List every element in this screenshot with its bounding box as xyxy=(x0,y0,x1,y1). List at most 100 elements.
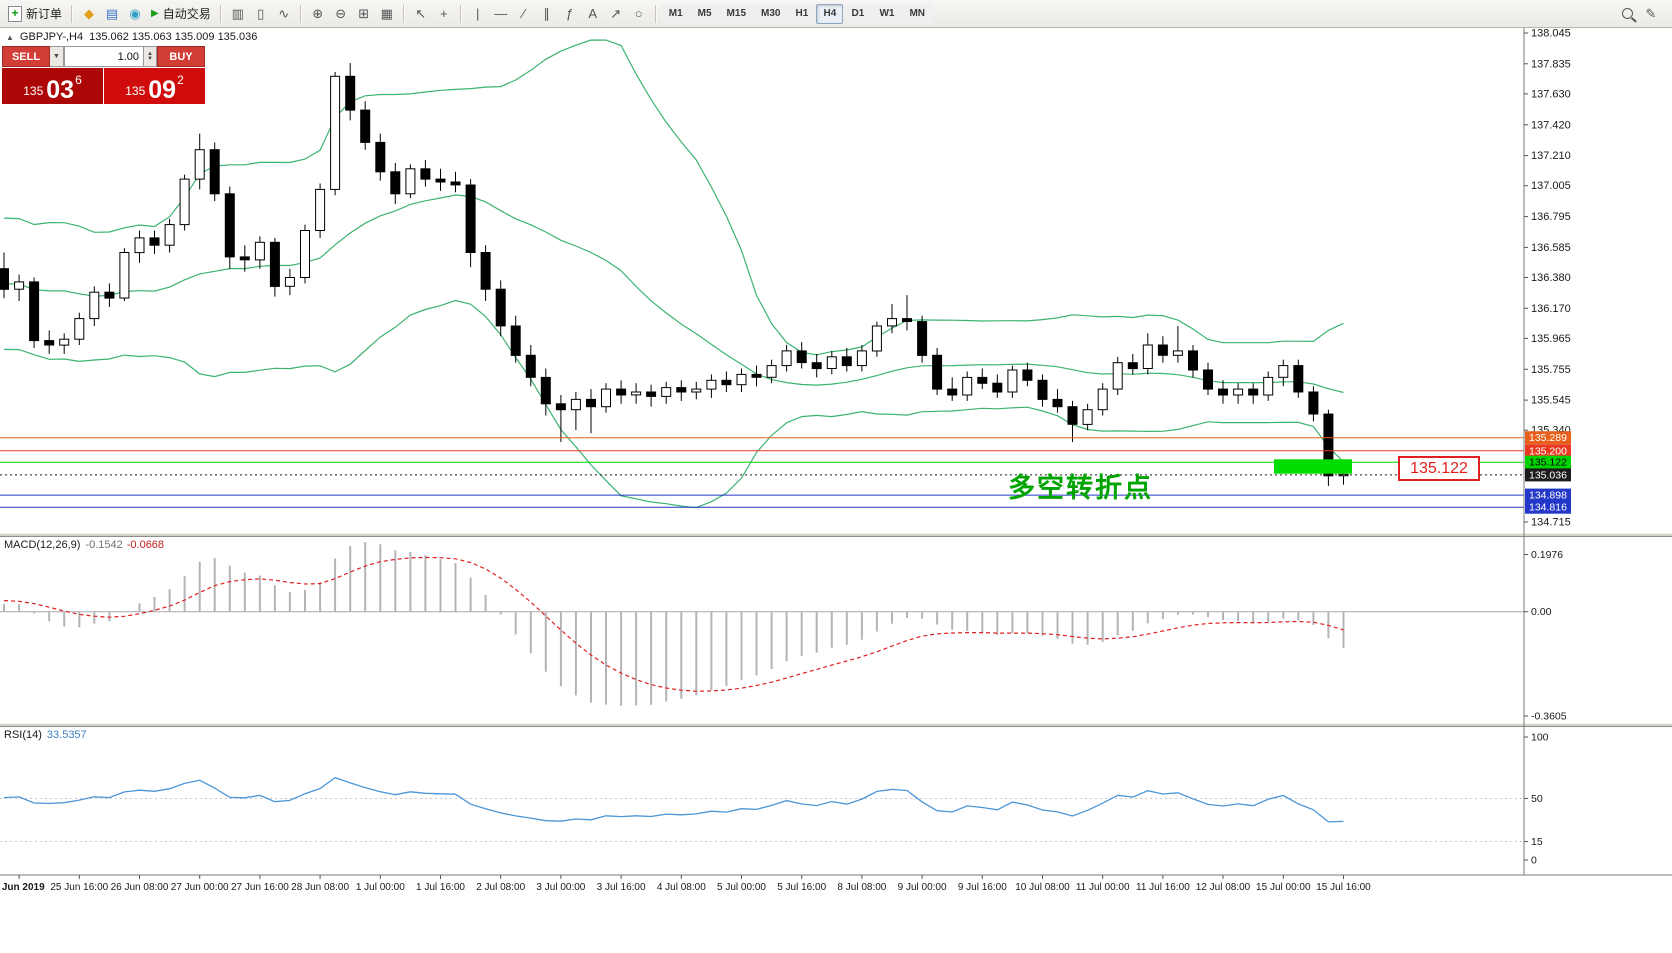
sell-price-prefix: 135 xyxy=(23,84,44,98)
timeframe-h1-button[interactable]: H1 xyxy=(788,3,816,24)
horizontal-line-button[interactable]: — xyxy=(490,3,512,25)
buy-price-button[interactable]: 135 09 2 xyxy=(104,68,205,104)
time-axis-label: 15 Jul 00:00 xyxy=(1256,882,1311,893)
trendline-button[interactable]: ∕ xyxy=(513,3,535,25)
toolbar-separator xyxy=(654,4,657,23)
one-click-toggle-icon[interactable]: ▲ xyxy=(6,32,14,42)
time-axis-label: 25 Jun 16:00 xyxy=(50,882,108,893)
price-axis-label: 136.795 xyxy=(1531,211,1571,223)
candlestick-chart-button[interactable]: ▯ xyxy=(250,3,272,25)
time-axis-label: 27 Jun 00:00 xyxy=(171,882,229,893)
grid-icon: ⊞ xyxy=(358,6,370,21)
timeframe-m1-button[interactable]: M1 xyxy=(661,3,690,24)
channel-button[interactable]: ∥ xyxy=(536,3,558,25)
candlestick-chart-icon: ▯ xyxy=(257,6,265,21)
timeframe-m30-button[interactable]: M30 xyxy=(754,3,788,24)
price-level-badge xyxy=(1525,500,1571,514)
timeframe-w1-button[interactable]: W1 xyxy=(872,3,902,24)
metaeditor-button[interactable]: ◆ xyxy=(78,3,100,25)
new-order-button[interactable]: + 新订单 xyxy=(4,3,66,25)
volume-dropdown-button[interactable]: ▼ xyxy=(50,46,64,67)
sell-price-button[interactable]: 135 03 6 xyxy=(2,68,103,104)
time-axis-label: 11 Jul 00:00 xyxy=(1076,882,1130,893)
vertical-line-button[interactable]: | xyxy=(467,3,489,25)
time-axis-label: 27 Jun 16:00 xyxy=(231,882,289,893)
svg-text:134.898: 134.898 xyxy=(1529,490,1567,502)
time-axis-label: 1 Jul 00:00 xyxy=(356,882,405,893)
arrow-tool-icon: ↗ xyxy=(610,6,622,21)
zoom-out-button[interactable]: ⊖ xyxy=(330,3,352,25)
price-level-badge xyxy=(1525,444,1571,458)
price-tag-label[interactable]: 135.122 xyxy=(1398,456,1480,481)
time-axis-label: 1 Jul 16:00 xyxy=(416,882,465,893)
tile-windows-button[interactable]: ▦ xyxy=(376,3,398,25)
sell-button[interactable]: SELL xyxy=(2,46,50,67)
buy-price-sup: 2 xyxy=(177,73,184,87)
quick-edit-button[interactable]: ✎ xyxy=(1640,3,1662,25)
metaeditor-icon: ◆ xyxy=(84,6,95,21)
macd-main-value: -0.1542 xyxy=(85,539,123,551)
macd-indicator-label: MACD(12,26,9) -0.1542 -0.0668 xyxy=(4,539,164,551)
fibonacci-button[interactable]: ƒ xyxy=(559,3,581,25)
price-axis-label: 134.715 xyxy=(1531,517,1571,529)
toolbar-separator xyxy=(71,4,74,23)
horizontal-line-icon: — xyxy=(494,6,508,21)
timeframe-d1-button[interactable]: D1 xyxy=(844,3,872,24)
toolbar-right-group: ✎ xyxy=(1616,3,1662,25)
toolbar-group-chart-tools: ▥ ▯ ∿ ⊕ ⊖ ⊞ ▦ ↖ + | — ∕ ∥ ƒ A ↗ ○ xyxy=(227,3,650,25)
auto-trading-label: 自动交易 xyxy=(162,7,211,21)
buy-price-prefix: 135 xyxy=(125,84,146,98)
price-axis-label: 138.045 xyxy=(1531,28,1571,40)
price-chart[interactable]: 138.045 137.835 137.630 137.420 137.210 137.0… xyxy=(0,28,1672,953)
arrow-tool-button[interactable]: ↗ xyxy=(605,3,627,25)
grid-button[interactable]: ⊞ xyxy=(353,3,375,25)
price-axis-label: 135.545 xyxy=(1531,395,1571,407)
timeframe-mn-button[interactable]: MN xyxy=(902,3,933,24)
buy-price-big: 09 xyxy=(148,75,177,104)
volume-input[interactable]: 1.00 xyxy=(64,46,144,67)
volume-spinner[interactable]: ▲ ▼ xyxy=(144,46,157,67)
turning-point-annotation[interactable]: 多空转折点 xyxy=(1008,473,1153,503)
rsi-panel xyxy=(0,776,1524,842)
panel-separator[interactable] xyxy=(0,533,1672,537)
candles xyxy=(0,63,1349,486)
timeframe-group: M1 M5 M15 M30 H1 H4 D1 W1 MN xyxy=(661,3,933,24)
trendline-icon: ∕ xyxy=(522,6,525,21)
new-order-icon: + xyxy=(8,5,22,22)
crosshair-button[interactable]: + xyxy=(433,3,455,25)
svg-text:135.200: 135.200 xyxy=(1529,445,1567,457)
timeframe-m15-button[interactable]: M15 xyxy=(719,3,753,24)
price-level-lines[interactable] xyxy=(0,437,1524,508)
shapes-button[interactable]: ○ xyxy=(628,3,650,25)
timeframe-h4-button[interactable]: H4 xyxy=(816,3,844,24)
buy-button[interactable]: BUY xyxy=(157,46,205,67)
time-axis-label: 15 Jul 16:00 xyxy=(1316,882,1371,893)
support-zone-highlight[interactable] xyxy=(1274,459,1352,474)
search-button[interactable] xyxy=(1616,3,1638,25)
price-axis[interactable]: 138.045 137.835 137.630 137.420 137.210 137.0… xyxy=(1523,28,1571,875)
text-tool-button[interactable]: A xyxy=(582,3,604,25)
spinner-up-icon[interactable]: ▲ xyxy=(147,50,153,57)
rsi-indicator-label: RSI(14) 33.5357 xyxy=(4,729,87,741)
spinner-down-icon[interactable]: ▼ xyxy=(147,55,153,62)
sell-price-big: 03 xyxy=(46,75,75,104)
line-chart-button[interactable]: ∿ xyxy=(273,3,295,25)
bar-chart-button[interactable]: ▥ xyxy=(227,3,249,25)
market-button[interactable]: ▤ xyxy=(101,3,123,25)
cursor-button[interactable]: ↖ xyxy=(410,3,432,25)
svg-text:135.036: 135.036 xyxy=(1529,469,1567,481)
main-toolbar: + 新订单 ◆ ▤ ◉ ▶ 自动交易 ▥ ▯ ∿ ⊕ ⊖ ⊞ ▦ ↖ + | — ∕ ∥ ƒ A ↗ ○ M1 M5 M… xyxy=(0,0,1672,28)
zoom-in-button[interactable]: ⊕ xyxy=(307,3,329,25)
rsi-axis-label: 50 xyxy=(1531,793,1543,805)
time-axis-label: 12 Jul 08:00 xyxy=(1196,882,1251,893)
panel-separator[interactable] xyxy=(0,723,1672,727)
auto-trading-button[interactable]: ▶ 自动交易 xyxy=(147,3,215,25)
time-axis-label: 10 Jul 08:00 xyxy=(1015,882,1070,893)
toolbar-separator xyxy=(219,4,222,23)
timeframe-m5-button[interactable]: M5 xyxy=(690,3,719,24)
price-axis-label: 137.835 xyxy=(1531,58,1571,70)
time-axis-label: 5 Jul 16:00 xyxy=(777,882,826,893)
signals-button[interactable]: ◉ xyxy=(124,3,146,25)
quick-edit-icon: ✎ xyxy=(1645,6,1657,21)
